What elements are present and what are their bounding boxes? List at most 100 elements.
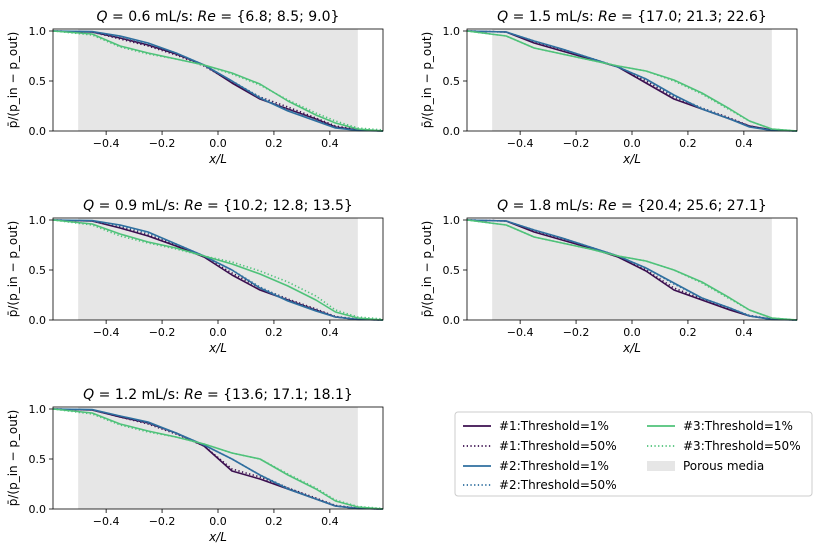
x-tick-label: 0.4 (735, 137, 753, 150)
title-values: = {13.6; 17.1; 18.1} (203, 387, 353, 403)
series-line-4 (53, 219, 383, 321)
title-values: = {17.0; 21.3; 22.6} (617, 9, 767, 25)
legend-entry-3: #2:Threshold=1% (463, 459, 609, 473)
y-axis-title: p̄/(p_in − p_out) (6, 410, 20, 507)
series-line-5 (53, 219, 383, 321)
title-values: = {20.4; 25.6; 27.1} (617, 198, 767, 214)
series-line-3 (467, 219, 797, 321)
x-axis-title: x/L (208, 152, 227, 166)
legend-entry-2: #1:Threshold=50% (463, 439, 617, 453)
y-tick-label: 1.0 (443, 214, 461, 227)
panel-title: Q = 0.9 mL/s: Re = {10.2; 12.8; 13.5} (83, 198, 353, 214)
x-tick-label: −0.2 (149, 515, 176, 528)
y-tick-label: 0.5 (443, 75, 461, 88)
x-tick-label: 0.4 (321, 515, 339, 528)
x-tick-label: −0.2 (563, 326, 590, 339)
title-re: Re (198, 9, 216, 25)
y-axis-title: p̄/(p_in − p_out) (6, 221, 20, 318)
y-axis-title: p̄/(p_in − p_out) (420, 32, 434, 129)
x-tick-label: 0.2 (265, 326, 283, 339)
panel-title: Q = 0.6 mL/s: Re = {6.8; 8.5; 9.0} (97, 9, 340, 25)
x-tick-label: 0.2 (679, 137, 697, 150)
legend-entry-7: Porous media (647, 459, 764, 473)
x-axis-title: x/L (208, 341, 227, 355)
legend-entry-6: #3:Threshold=50% (647, 439, 801, 453)
porous-media-region (492, 29, 772, 131)
x-axis-title: x/L (622, 341, 641, 355)
title-flow: = 1.8 mL/s: (508, 198, 598, 214)
x-tick-label: 0.0 (623, 326, 641, 339)
x-tick-label: −0.4 (93, 326, 120, 339)
x-tick-label: 0.0 (623, 137, 641, 150)
x-tick-label: 0.4 (321, 326, 339, 339)
x-tick-label: 0.2 (265, 515, 283, 528)
x-tick-label: −0.4 (507, 326, 534, 339)
title-re: Re (598, 9, 616, 25)
y-tick-label: 0.0 (29, 125, 47, 138)
x-tick-label: 0.0 (209, 326, 227, 339)
title-q: Q (83, 387, 94, 403)
title-values: = {6.8; 8.5; 9.0} (216, 9, 340, 25)
legend-label: #3:Threshold=1% (683, 419, 793, 433)
series-line-6 (53, 30, 383, 131)
title-flow: = 0.9 mL/s: (94, 198, 184, 214)
x-axis-title: x/L (208, 530, 227, 544)
title-q: Q (497, 198, 508, 214)
legend-label: #1:Threshold=1% (499, 419, 609, 433)
x-tick-label: 0.0 (209, 137, 227, 150)
x-tick-label: 0.4 (321, 137, 339, 150)
legend-entry-5: #3:Threshold=1% (647, 419, 793, 433)
series-line-5 (467, 219, 797, 321)
x-tick-label: −0.4 (93, 137, 120, 150)
y-axis-title: p̄/(p_in − p_out) (6, 32, 20, 129)
series-group (467, 30, 797, 132)
y-tick-label: 0.5 (29, 453, 47, 466)
y-tick-label: 0.0 (443, 314, 461, 327)
legend-label: #1:Threshold=50% (499, 439, 617, 453)
title-flow: = 1.2 mL/s: (94, 387, 184, 403)
x-tick-label: −0.2 (149, 137, 176, 150)
y-tick-label: 0.5 (29, 264, 47, 277)
y-axis-title: p̄/(p_in − p_out) (420, 221, 434, 318)
series-line-2 (53, 408, 383, 510)
title-values: = {10.2; 12.8; 13.5} (203, 198, 353, 214)
legend-swatch-porous (647, 461, 675, 471)
x-tick-label: 0.2 (265, 137, 283, 150)
title-q: Q (497, 9, 508, 25)
x-tick-label: 0.2 (679, 326, 697, 339)
title-q: Q (83, 198, 94, 214)
y-tick-label: 0.5 (443, 264, 461, 277)
y-tick-label: 1.0 (443, 25, 461, 38)
title-re: Re (598, 198, 616, 214)
series-group (467, 219, 797, 321)
porous-media-region (78, 29, 358, 131)
panel-title: Q = 1.8 mL/s: Re = {20.4; 25.6; 27.1} (497, 198, 767, 214)
porous-media-region (492, 218, 772, 320)
series-line-2 (53, 219, 383, 321)
x-axis-title: x/L (622, 152, 641, 166)
legend-label: #3:Threshold=50% (683, 439, 801, 453)
series-group (53, 408, 383, 510)
series-line-4 (467, 30, 797, 132)
panel-3: −0.4 −0.2 0.0 0.2 0.4 0.0 0.5 1.0 x/L p̄/(p_in − … (6, 198, 384, 355)
series-group (53, 219, 383, 321)
x-tick-label: 0.4 (735, 326, 753, 339)
y-tick-label: 0.0 (29, 503, 47, 516)
panel-1: −0.4 −0.2 0.0 0.2 0.4 0.0 0.5 1.0 x/L p̄/(p_in − … (6, 9, 384, 166)
legend-label: Porous media (683, 459, 764, 473)
x-tick-label: −0.4 (507, 137, 534, 150)
x-tick-label: −0.2 (149, 326, 176, 339)
title-flow: = 0.6 mL/s: (108, 9, 198, 25)
series-line-5 (53, 408, 383, 510)
panel-4: −0.4 −0.2 0.0 0.2 0.4 0.0 0.5 1.0 x/L p̄/(p_in − … (420, 198, 798, 355)
title-re: Re (184, 198, 202, 214)
title-re: Re (184, 387, 202, 403)
title-q: Q (97, 9, 108, 25)
series-line-5 (53, 30, 383, 132)
series-line-4 (467, 219, 797, 321)
series-line-3 (53, 30, 383, 132)
legend-entry-1: #1:Threshold=1% (463, 419, 609, 433)
series-line-4 (53, 30, 383, 132)
legend-entry-4: #2:Threshold=50% (463, 478, 617, 492)
panel-5: −0.4 −0.2 0.0 0.2 0.4 0.0 0.5 1.0 x/L p̄/(p_in − … (6, 387, 384, 544)
